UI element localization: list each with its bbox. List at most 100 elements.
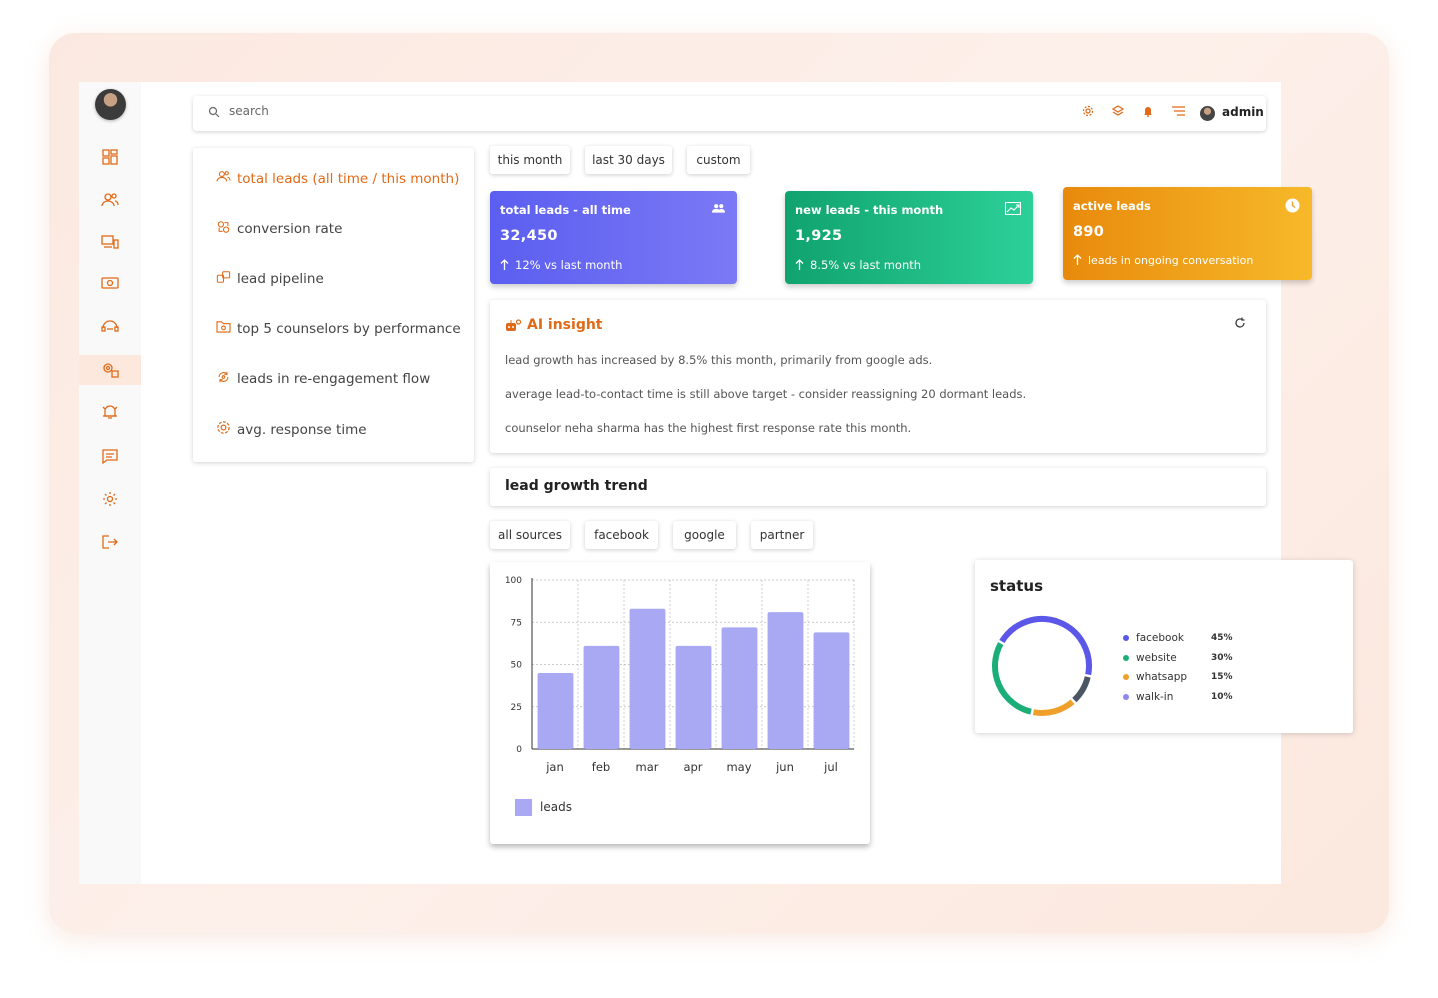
clock-icon <box>1285 198 1300 216</box>
bar-jun <box>767 612 804 749</box>
bar-jan <box>537 672 574 749</box>
devices-icon[interactable] <box>79 227 141 257</box>
layers-icon[interactable] <box>1111 105 1125 121</box>
refresh-icon[interactable] <box>1234 317 1246 333</box>
logout-icon[interactable] <box>79 527 141 557</box>
users-icon[interactable] <box>79 185 141 215</box>
filter-icon[interactable] <box>1171 105 1186 121</box>
stat-title: new leads - this month <box>795 203 944 217</box>
stat-value: 890 <box>1073 224 1105 240</box>
y-tick-label: 50 <box>511 661 523 671</box>
insight-title: AI insight <box>527 317 603 333</box>
filter-this-month[interactable]: this month <box>490 146 570 174</box>
bar-chart-svg: 0 25 50 75 100 jan feb mar apr may jun jul leads <box>505 576 855 816</box>
conversion-icon <box>215 220 231 238</box>
legend-swatch <box>515 799 532 816</box>
stat-sub: 8.5% vs last month <box>795 258 921 272</box>
lead-growth-chart: 0 25 50 75 100 jan feb mar apr may jun jul leads <box>490 562 870 844</box>
user-settings-icon[interactable] <box>79 355 141 385</box>
legend-name: facebook <box>1136 632 1184 644</box>
money-icon[interactable] <box>79 268 141 298</box>
legend-dot <box>1123 693 1129 700</box>
trend-up-icon <box>1004 201 1022 218</box>
filter-last-30-days[interactable]: last 30 days <box>585 146 672 174</box>
search-input[interactable] <box>229 104 929 118</box>
legend-percent: 30% <box>1211 652 1233 663</box>
legend-percent: 15% <box>1211 672 1233 682</box>
legend-item-website: website 30% <box>1123 652 1233 664</box>
menu-item-total-leads[interactable]: total leads (all time / this month) <box>215 170 459 187</box>
settings-icon[interactable] <box>1082 105 1094 121</box>
donut-slice-facebook <box>999 616 1092 676</box>
dashboard-icon[interactable] <box>79 142 141 172</box>
support-icon[interactable] <box>79 311 141 341</box>
alarm-icon[interactable] <box>79 397 141 427</box>
x-tick-label: feb <box>592 760 610 774</box>
status-panel: status facebook 45% website 30% whatsapp 15% w… <box>975 560 1353 733</box>
search-icon <box>208 106 220 121</box>
menu-item-lead-pipeline[interactable]: lead pipeline <box>215 270 324 288</box>
x-tick-label: mar <box>636 760 659 774</box>
status-title: status <box>990 577 1043 595</box>
menu-item-top-counselors[interactable]: top 5 counselors by performance <box>215 320 461 337</box>
stat-value: 32,450 <box>500 228 558 244</box>
gear-icon[interactable] <box>79 484 141 514</box>
bar-mar <box>629 608 666 749</box>
search-bar <box>193 96 1266 131</box>
menu-item-conversion-rate[interactable]: conversion rate <box>215 220 342 238</box>
report-menu: total leads (all time / this month) conv… <box>193 148 474 462</box>
donut-slice-website <box>992 642 1032 715</box>
legend-dot <box>1123 654 1129 661</box>
filter-custom[interactable]: custom <box>687 146 750 174</box>
x-tick-label: may <box>726 760 751 774</box>
menu-item-re-engagement[interactable]: leads in re-engagement flow <box>215 370 430 388</box>
ai-insight-panel: AI insight lead growth has increased by … <box>490 300 1266 453</box>
x-tick-label: apr <box>683 760 702 774</box>
message-icon[interactable] <box>79 441 141 471</box>
source-facebook[interactable]: facebook <box>585 521 658 549</box>
ai-robot-icon <box>505 318 522 336</box>
insight-line: counselor neha sharma has the highest fi… <box>505 421 912 435</box>
bar-apr <box>675 645 712 749</box>
bell-icon[interactable] <box>1142 105 1154 121</box>
legend-dot <box>1123 635 1129 641</box>
folder-icon <box>215 320 231 337</box>
user-avatar[interactable] <box>95 89 126 120</box>
stat-value: 1,925 <box>795 228 843 244</box>
source-google[interactable]: google <box>673 521 736 549</box>
gear-icon <box>215 420 231 439</box>
stat-sub: 12% vs last month <box>500 258 622 272</box>
bar-may <box>721 627 758 749</box>
bar-feb <box>583 645 620 749</box>
x-tick-label: jul <box>823 760 838 774</box>
legend-percent: 10% <box>1211 691 1233 702</box>
legend-percent: 45% <box>1211 633 1233 643</box>
stat-title: active leads <box>1073 199 1151 213</box>
stat-card-new-leads[interactable]: new leads - this month 1,925 8.5% vs las… <box>785 191 1033 284</box>
stat-sub: leads in ongoing conversation <box>1073 254 1253 267</box>
y-tick-label: 100 <box>505 576 522 586</box>
legend-name: whatsapp <box>1136 671 1188 683</box>
stat-card-active-leads[interactable]: active leads 890 leads in ongoing conver… <box>1063 187 1312 280</box>
legend-item-facebook: facebook 45% <box>1123 632 1233 644</box>
group-icon <box>712 202 725 216</box>
cycle-icon <box>215 370 231 388</box>
insight-line: lead growth has increased by 8.5% this m… <box>505 353 933 367</box>
admin-avatar[interactable] <box>1200 106 1215 121</box>
x-tick-label: jan <box>545 760 564 774</box>
y-tick-label: 75 <box>511 618 522 628</box>
source-all[interactable]: all sources <box>490 521 570 549</box>
status-donut <box>992 616 1092 716</box>
stat-title: total leads - all time <box>500 203 631 217</box>
source-partner[interactable]: partner <box>751 521 813 549</box>
legend-label: leads <box>540 800 572 814</box>
donut-slice-walk-in <box>1072 676 1091 703</box>
legend-name: website <box>1136 651 1177 664</box>
trend-title: lead growth trend <box>505 478 648 494</box>
legend-item-walk-in: walk-in 10% <box>1123 691 1233 703</box>
menu-item-response-time[interactable]: avg. response time <box>215 420 367 439</box>
legend-dot <box>1123 674 1129 680</box>
admin-label[interactable]: admin <box>1222 105 1264 119</box>
legend-name: walk-in <box>1136 690 1174 703</box>
stat-card-total-leads[interactable]: total leads - all time 32,450 12% vs las… <box>490 191 737 284</box>
